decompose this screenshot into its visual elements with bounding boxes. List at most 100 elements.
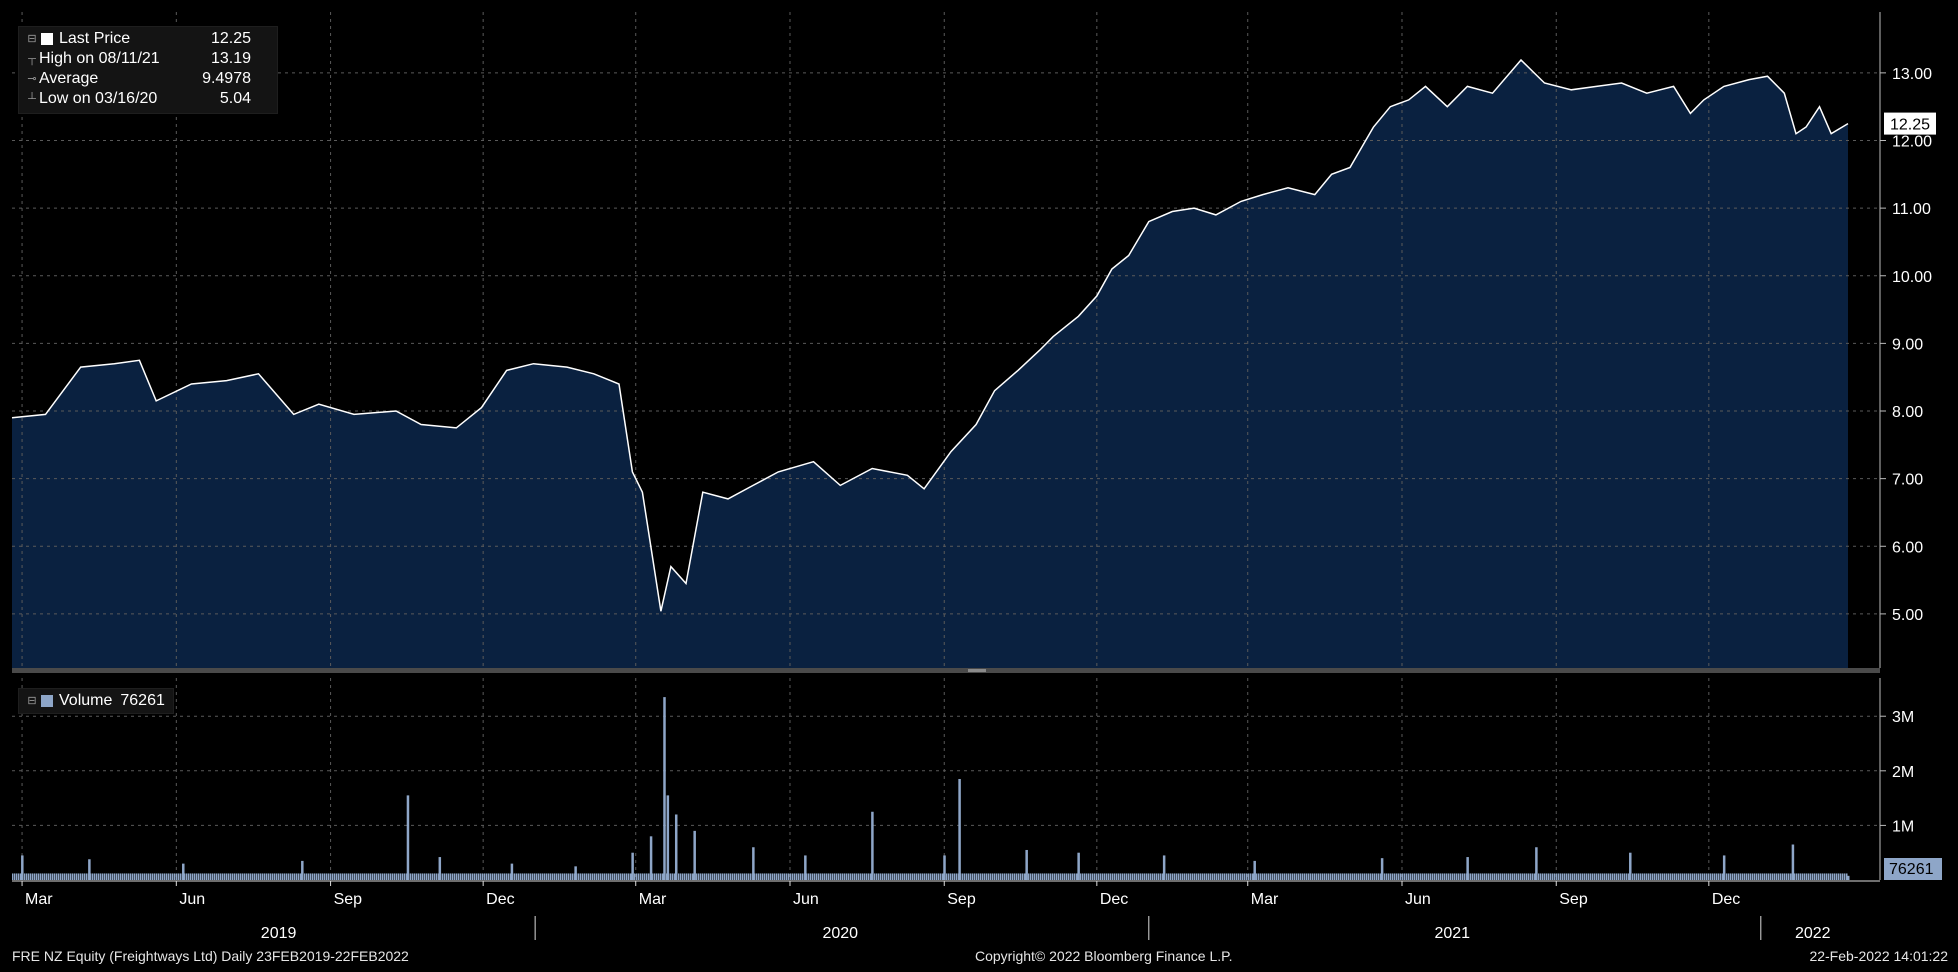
- volume-bar-baseline: [652, 873, 654, 880]
- volume-bar-baseline: [212, 873, 214, 880]
- volume-bar-baseline: [596, 873, 598, 880]
- volume-bar-baseline: [1108, 873, 1110, 880]
- volume-bar-baseline: [1640, 873, 1642, 880]
- volume-bar-baseline: [1786, 873, 1788, 880]
- volume-bar-baseline: [1028, 873, 1030, 880]
- volume-bar-baseline: [1250, 873, 1252, 880]
- volume-bar-baseline: [1310, 873, 1312, 880]
- volume-bar-baseline: [150, 873, 152, 880]
- volume-bar-baseline: [846, 873, 848, 880]
- x-tick-label-month: Jun: [793, 891, 819, 908]
- volume-bar-baseline: [196, 873, 198, 880]
- volume-bar-baseline: [1648, 873, 1650, 880]
- volume-bar-baseline: [722, 873, 724, 880]
- volume-bar-baseline: [1218, 873, 1220, 880]
- volume-bar-baseline: [218, 873, 220, 880]
- volume-bar-baseline: [1234, 873, 1236, 880]
- volume-bar-baseline: [1212, 873, 1214, 880]
- volume-bar-baseline: [1626, 873, 1628, 880]
- volume-bar-baseline: [1124, 873, 1126, 880]
- volume-bar-baseline: [1574, 873, 1576, 880]
- volume-bar-baseline: [468, 873, 470, 880]
- volume-bar-baseline: [58, 873, 60, 880]
- price-tick-label: 7.00: [1892, 472, 1923, 489]
- volume-bar-baseline: [768, 873, 770, 880]
- volume-bar-baseline: [976, 873, 978, 880]
- volume-bar-baseline: [1120, 873, 1122, 880]
- volume-bar-baseline: [1620, 873, 1622, 880]
- price-tick-label: 8.00: [1892, 404, 1923, 421]
- volume-bar-baseline: [416, 873, 418, 880]
- volume-bar-baseline: [40, 873, 42, 880]
- volume-bar-baseline: [450, 873, 452, 880]
- volume-bar-baseline: [344, 873, 346, 880]
- volume-bar-baseline: [1606, 873, 1608, 880]
- volume-bar-baseline: [1722, 873, 1724, 880]
- volume-bar-baseline: [1144, 873, 1146, 880]
- volume-bar-baseline: [1670, 873, 1672, 880]
- volume-bar-baseline: [68, 873, 70, 880]
- volume-bar-baseline: [646, 873, 648, 880]
- volume-bar-baseline: [84, 873, 86, 880]
- volume-bar-baseline: [780, 873, 782, 880]
- volume-bar-baseline: [192, 873, 194, 880]
- volume-bar-baseline: [66, 873, 68, 880]
- volume-bar-baseline: [1490, 873, 1492, 880]
- volume-bar-baseline: [750, 873, 752, 880]
- price-tick-label: 6.00: [1892, 539, 1923, 556]
- volume-bar-baseline: [1458, 873, 1460, 880]
- volume-bar-baseline: [542, 873, 544, 880]
- volume-bar-baseline: [636, 873, 638, 880]
- volume-bar-baseline: [184, 873, 186, 880]
- volume-bar-baseline: [1784, 873, 1786, 880]
- volume-bar-baseline: [1068, 873, 1070, 880]
- volume-bar-baseline: [354, 873, 356, 880]
- volume-bar-baseline: [914, 873, 916, 880]
- volume-bar-baseline: [338, 873, 340, 880]
- volume-bar-baseline: [284, 873, 286, 880]
- volume-bar-baseline: [1712, 873, 1714, 880]
- volume-bar-baseline: [318, 873, 320, 880]
- volume-bar-baseline: [640, 873, 642, 880]
- volume-bar-baseline: [570, 873, 572, 880]
- volume-bar-baseline: [398, 873, 400, 880]
- volume-bar-baseline: [1486, 873, 1488, 880]
- volume-bar-baseline: [1016, 873, 1018, 880]
- volume-bar-baseline: [1084, 873, 1086, 880]
- volume-bar-baseline: [1544, 873, 1546, 880]
- volume-bar-baseline: [1002, 873, 1004, 880]
- volume-bar-baseline: [790, 873, 792, 880]
- volume-bar-baseline: [1558, 873, 1560, 880]
- volume-bar-baseline: [72, 873, 74, 880]
- volume-bar-baseline: [378, 873, 380, 880]
- collapse-icon[interactable]: ⊟: [27, 33, 37, 45]
- volume-bar-baseline: [968, 873, 970, 880]
- volume-bar-baseline: [656, 873, 658, 880]
- legend-label-last-price: Last Price: [59, 30, 131, 47]
- volume-bar-baseline: [1264, 873, 1266, 880]
- volume-bar-baseline: [306, 873, 308, 880]
- volume-bar-baseline: [1708, 873, 1710, 880]
- volume-bar-baseline: [758, 873, 760, 880]
- volume-bar-baseline: [980, 873, 982, 880]
- volume-bar-baseline: [364, 873, 366, 880]
- volume-bar-baseline: [1266, 873, 1268, 880]
- volume-bar-baseline: [1354, 873, 1356, 880]
- volume-bar-baseline: [892, 873, 894, 880]
- legend-row-volume: ⊟ Volume 76261: [25, 691, 164, 711]
- volume-bar-baseline: [1076, 873, 1078, 880]
- volume-bar-baseline: [648, 873, 650, 880]
- volume-bar-baseline: [342, 873, 344, 880]
- volume-bar-baseline: [432, 873, 434, 880]
- volume-bar-baseline: [328, 873, 330, 880]
- volume-bar-baseline: [292, 873, 294, 880]
- volume-bar-baseline: [1356, 873, 1358, 880]
- volume-bar-baseline: [690, 873, 692, 880]
- volume-bar-baseline: [136, 873, 138, 880]
- volume-bar-baseline: [98, 873, 100, 880]
- volume-bar-baseline: [1386, 873, 1388, 880]
- volume-bar-baseline: [124, 873, 126, 880]
- volume-bar-baseline: [1650, 873, 1652, 880]
- collapse-icon[interactable]: ⊟: [27, 695, 37, 707]
- volume-bar-baseline: [480, 873, 482, 880]
